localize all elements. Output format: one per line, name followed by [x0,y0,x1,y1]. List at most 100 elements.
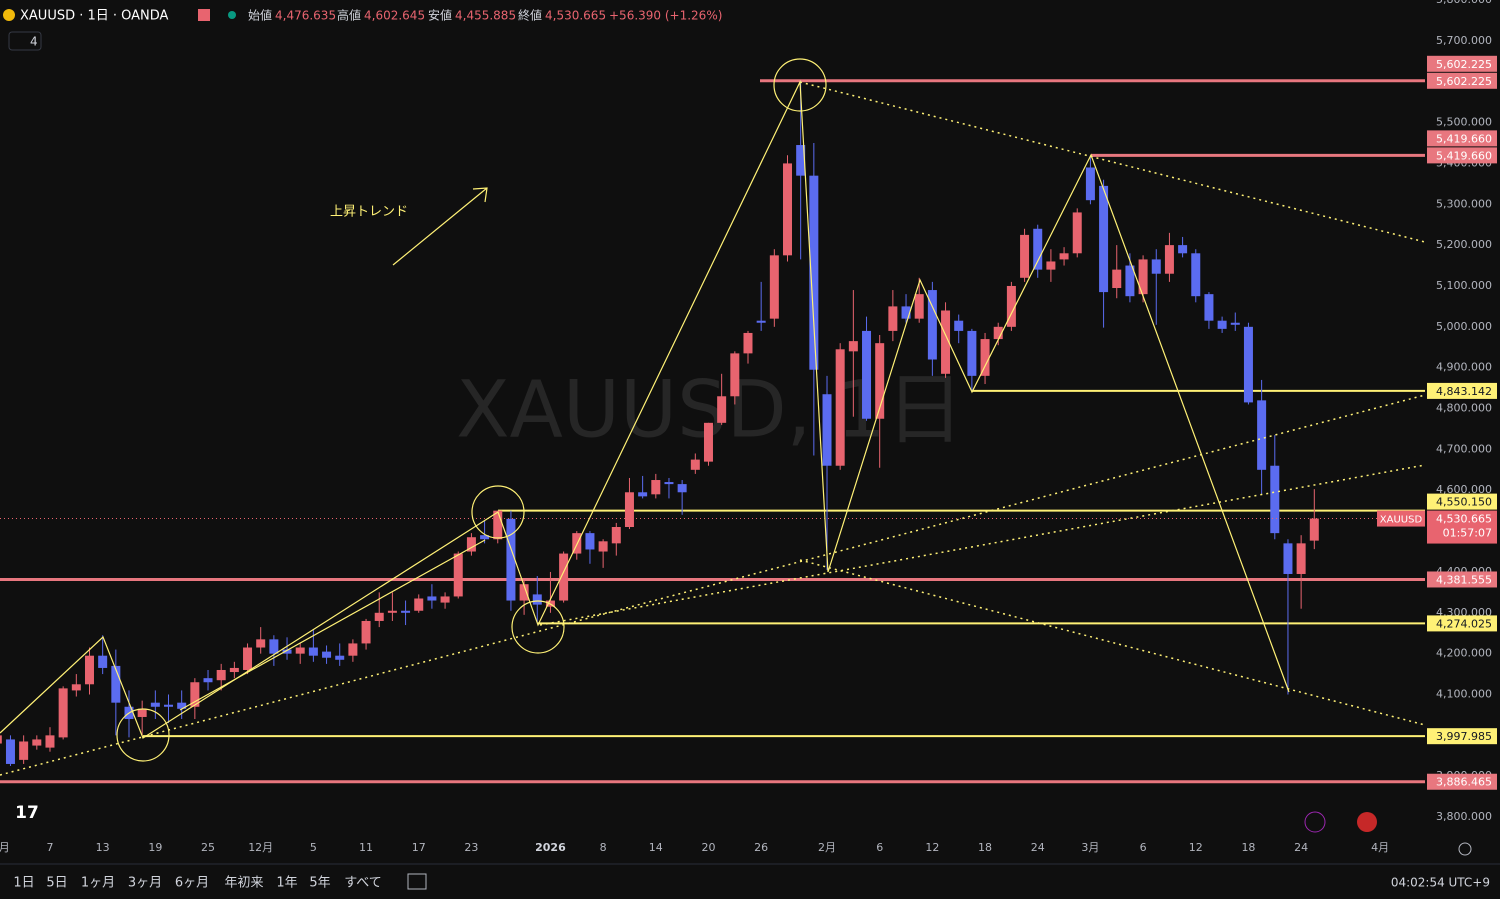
candle-body [335,655,345,660]
x-tick-label: 6 [876,841,883,854]
symbol-icon [3,9,15,21]
country-icon[interactable] [1357,812,1377,832]
candle-body [980,339,990,376]
circle [773,58,827,112]
y-tick-label: 4,600.000 [1436,483,1492,496]
candle-body [1099,185,1109,293]
x-tick-label: 11月 [0,841,10,854]
candle-body [1033,228,1043,270]
candle-body [401,610,411,613]
change: +56.390 (+1.26%) [609,9,722,23]
range-button[interactable]: 6ヶ月 [175,876,209,891]
candle-body [717,396,727,423]
candle-body [967,330,977,376]
candle-body [1085,167,1095,201]
close-value: 4,530.665 [545,9,606,23]
candle-body [243,647,253,670]
x-tick-label: 6 [1140,841,1147,854]
candle-body [506,518,516,601]
range-button[interactable]: 1ヶ月 [81,876,115,891]
event-icon[interactable] [1304,811,1326,833]
circle [511,600,565,654]
candle-body [611,527,621,544]
x-tick-label: 13 [96,841,110,854]
level-label: 3,886.465 [1436,776,1492,789]
candle-body [71,684,81,691]
toolbar: 1日 5日 1ヶ月 3ヶ月 6ヶ月 年初来 1年 5年 すべて [13,873,427,891]
range-button[interactable]: 年初来 [224,876,263,891]
x-tick-label: 24 [1294,841,1308,854]
candle-body [1309,518,1319,541]
candle-body [203,678,213,683]
x-tick-label: 2月 [818,841,836,854]
y-tick-label: 5,300.000 [1436,197,1492,210]
candle-body [1138,259,1148,295]
candle-body [796,145,806,176]
range-button[interactable]: 5年 [309,876,330,891]
compare-icon[interactable] [407,873,427,890]
level-label: 5,602.225 [1436,75,1492,88]
x-tick-label: 8 [600,841,607,854]
x-tick-label: 23 [464,841,478,854]
range-button[interactable]: すべて [344,876,382,891]
x-tick-label: 18 [1241,841,1255,854]
settings-icon[interactable] [1458,842,1472,856]
last-price-label: 4,530.665 [1436,513,1492,526]
candle-body [1020,234,1030,278]
level-label: 5,419.660 [1436,132,1492,145]
candle-body [32,739,42,746]
circle [116,708,170,762]
level-box [1427,773,1497,790]
candle-body [111,665,121,703]
x-tick-label: 14 [649,841,663,854]
range-button[interactable]: 3ヶ月 [128,876,162,891]
low-name: 安値 [428,8,452,23]
candle-body [480,535,490,540]
level-box [1427,72,1497,89]
last-price-symbol: XAUUSD [1380,515,1423,526]
candle-body [0,735,2,744]
candle-body [427,596,437,601]
y-tick-label: 4,700.000 [1436,442,1492,455]
candle-body [229,667,239,673]
candle-body [1191,253,1201,297]
range-button[interactable]: 5日 [46,876,67,891]
candle-body [1283,543,1293,574]
level-label: 5,602.225 [1436,58,1492,71]
x-tick-label: 7 [46,841,53,854]
plot: 3,800.0003,900.0004,000.0004,100.0004,20… [0,0,1492,854]
candle-body [269,639,279,654]
indicator-toggle[interactable] [8,31,42,51]
range-button[interactable]: 1年 [276,876,297,891]
candle-body [835,349,845,466]
x-tick-label: 3月 [1081,841,1099,854]
candle-body [532,594,542,605]
candle-body [914,294,924,319]
candle-body [875,343,885,419]
level-box [1427,55,1497,72]
level-box [1427,147,1497,164]
candle-body [1046,261,1056,270]
candle-body [1059,253,1069,260]
x-tick-label: 19 [148,841,162,854]
candle-body [624,492,634,528]
candle-body [164,704,174,707]
y-tick-label: 5,100.000 [1436,279,1492,292]
candle-body [348,643,358,656]
candle-body [177,702,187,709]
candle-body [387,610,397,613]
candle-body [282,649,292,654]
candle-body [519,584,529,601]
countdown: 01:57:07 [1443,527,1492,540]
y-tick-label: 4,100.000 [1436,688,1492,701]
level-label: 4,843.142 [1436,385,1492,398]
high-name: 高値 [337,8,361,23]
arrow [392,187,488,266]
range-button[interactable]: 1日 [13,876,34,891]
candle-body [1151,259,1161,274]
level-box [1427,615,1497,632]
candle-body [322,651,332,658]
level-label: 4,274.025 [1436,617,1492,630]
x-tick-label: 26 [754,841,768,854]
